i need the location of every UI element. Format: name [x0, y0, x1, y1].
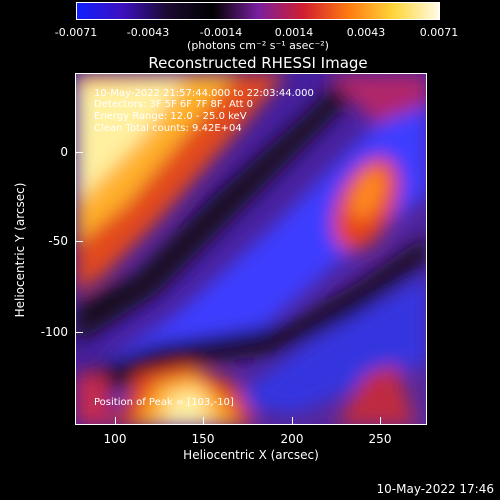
y-tick-label: -50 [48, 234, 68, 248]
x-tick-label: 250 [368, 432, 392, 446]
colorbar-tick: 0.0014 [274, 26, 314, 39]
plot-title: Reconstructed RHESSI Image [148, 54, 368, 72]
y-tick-mark [75, 332, 83, 333]
annotation-detectors: Detectors: 3F 5F 6F 7F 8F, Att 0 [94, 99, 254, 110]
x-tick-mark [380, 417, 381, 425]
x-tick-mark [292, 417, 293, 425]
x-tick-label: 150 [191, 432, 215, 446]
y-tick-label: 0 [60, 145, 68, 159]
colorbar-tick: 0.0043 [346, 26, 386, 39]
y-tick-mark [75, 152, 83, 153]
y-tick-label: -100 [40, 325, 68, 339]
y-tick-mark [75, 241, 83, 242]
colorbar-tick: -0.0071 [54, 26, 98, 39]
colorbar-tick: -0.0014 [199, 26, 243, 39]
x-tick-mark [203, 417, 204, 425]
colorbar-tick: -0.0043 [126, 26, 170, 39]
annotation-peak-position: Position of Peak = [103,-10] [94, 397, 234, 408]
annotation-time: 10-May-2022 21:57:44.000 to 22:03:44.000 [94, 88, 314, 99]
x-tick-label: 100 [103, 432, 127, 446]
x-tick-label: 200 [280, 432, 304, 446]
colorbar-tick: 0.0071 [419, 26, 459, 39]
rhessi-image [75, 73, 427, 425]
timestamp: 10-May-2022 17:46 [376, 482, 494, 496]
colorbar-units: (photons cm⁻² s⁻¹ asec⁻²) [187, 39, 329, 52]
colorbar [76, 2, 440, 20]
x-tick-mark [115, 417, 116, 425]
y-axis-label: Heliocentric Y (arcsec) [13, 182, 27, 318]
annotation-clean: Clean Total counts: 9.42E+04 [94, 123, 242, 134]
annotation-energy: Energy Range: 12.0 - 25.0 keV [94, 111, 247, 122]
rhessi-image-svg [76, 74, 426, 424]
x-axis-label: Heliocentric X (arcsec) [183, 448, 319, 462]
